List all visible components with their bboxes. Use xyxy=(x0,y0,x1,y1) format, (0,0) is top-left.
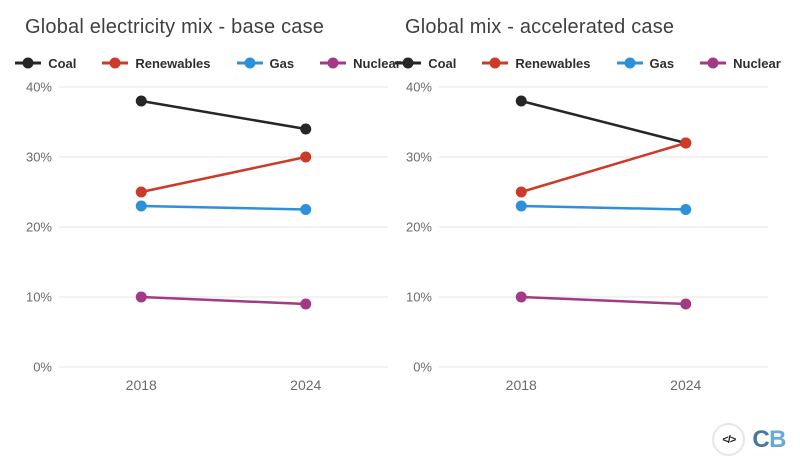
x-tick-label: 2024 xyxy=(670,377,701,393)
x-tick-label: 2024 xyxy=(290,377,321,393)
chart-title-base-case: Global electricity mix - base case xyxy=(25,16,325,38)
legend-item-nuclear: Nuclear xyxy=(700,56,781,71)
series-line-gas xyxy=(521,204,686,211)
legend-label: Nuclear xyxy=(733,55,781,71)
line-plot-base-case: 40% 30% 20% 10% 0% 2018 2024 xyxy=(26,80,388,393)
legend-item-renewables: Renewables xyxy=(102,55,211,71)
y-tick-label: 10% xyxy=(406,290,432,305)
legend-label: Coal xyxy=(428,55,457,71)
data-point-coal xyxy=(515,95,527,107)
x-tick-label: 2018 xyxy=(506,377,537,393)
legend-label: Nuclear xyxy=(353,55,401,71)
carbonbrief-logo-letters: CB xyxy=(752,425,786,453)
legend-item-coal: Coal xyxy=(15,56,76,71)
legend-item-gas: Gas xyxy=(236,55,295,71)
data-point-renewables xyxy=(515,186,527,198)
chart-title-accelerated-case: Global mix - accelerated case xyxy=(405,16,675,38)
legend: Coal Renewables Gas Nuclear xyxy=(15,53,401,73)
logo-letter-c: C xyxy=(752,425,770,453)
legend-marker-icon xyxy=(700,57,727,69)
legend-label: Renewables xyxy=(515,55,591,71)
data-point-renewables xyxy=(135,186,147,198)
series-line-renewables xyxy=(520,141,687,194)
series-line-coal xyxy=(520,99,687,145)
chart-accelerated-case: Global mix - accelerated case Coal Renewa… xyxy=(395,10,781,399)
legend-label: Gas xyxy=(269,55,295,71)
series-line-gas xyxy=(141,204,306,211)
legend-item-coal: Coal xyxy=(395,56,456,71)
series-line-nuclear xyxy=(141,295,306,306)
data-point-gas xyxy=(135,200,147,212)
legend-marker-icon xyxy=(395,57,422,69)
line-plot-accelerated-case: 40% 30% 20% 10% 0% 2018 2024 xyxy=(406,80,768,393)
legend-marker-icon xyxy=(102,57,129,69)
y-tick-label: 40% xyxy=(406,80,432,95)
data-point-nuclear xyxy=(515,291,527,303)
y-tick-label: 40% xyxy=(26,80,52,95)
legend: Coal Renewables Gas Nuclear xyxy=(395,53,781,73)
legend-marker-icon xyxy=(320,57,347,69)
legend-marker-icon xyxy=(482,57,509,69)
data-point-renewables xyxy=(300,151,312,163)
code-icon: </> xyxy=(712,423,746,456)
series-line-nuclear xyxy=(521,295,686,306)
series-line-coal xyxy=(141,99,306,131)
legend-label: Renewables xyxy=(135,55,211,71)
legend-marker-icon xyxy=(236,57,263,69)
legend-item-renewables: Renewables xyxy=(482,55,591,71)
y-tick-label: 20% xyxy=(406,220,432,235)
legend-marker-icon xyxy=(15,57,42,69)
data-point-nuclear xyxy=(300,298,312,310)
data-point-renewables xyxy=(680,137,692,149)
charts-row: Global electricity mix - base case Coal R… xyxy=(15,10,781,399)
legend-marker-icon xyxy=(616,57,643,69)
data-point-nuclear xyxy=(680,298,692,310)
legend-label: Gas xyxy=(649,55,675,71)
series-line-renewables xyxy=(140,155,307,194)
legend-label: Coal xyxy=(48,55,77,71)
data-point-coal xyxy=(135,95,147,107)
data-point-coal xyxy=(300,123,312,135)
legend-item-gas: Gas xyxy=(616,55,675,71)
y-tick-label: 0% xyxy=(413,360,432,375)
data-point-gas xyxy=(300,204,312,215)
legend-item-nuclear: Nuclear xyxy=(320,56,401,71)
chart-base-case: Global electricity mix - base case Coal R… xyxy=(15,10,401,399)
data-point-gas xyxy=(515,200,527,212)
y-tick-label: 10% xyxy=(26,290,52,305)
x-tick-label: 2018 xyxy=(126,377,157,393)
y-tick-label: 0% xyxy=(33,360,52,375)
logo-letter-b: B xyxy=(769,425,786,453)
y-tick-label: 20% xyxy=(26,220,52,235)
carbonbrief-logo: </> CB xyxy=(712,423,786,456)
y-tick-label: 30% xyxy=(406,150,432,165)
data-point-nuclear xyxy=(135,291,147,303)
data-point-gas xyxy=(680,204,692,215)
y-tick-label: 30% xyxy=(26,150,52,165)
